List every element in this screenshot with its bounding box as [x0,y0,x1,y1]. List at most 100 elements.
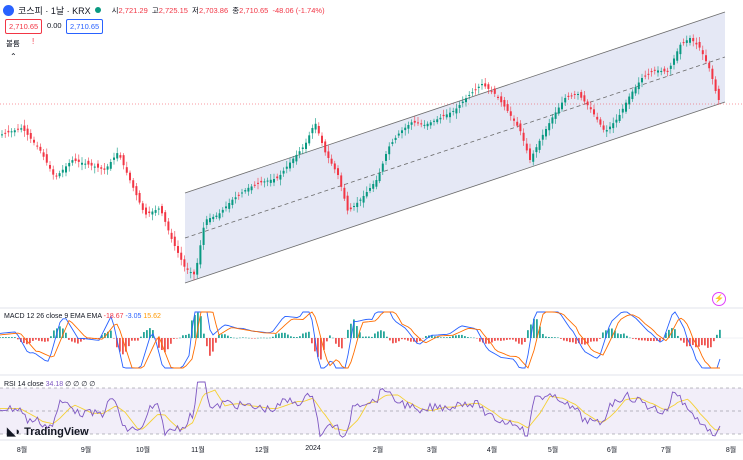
macd-bar [221,334,223,338]
channel-mid-line[interactable] [184,56,726,239]
macd-bar [188,333,190,338]
time-axis-label: 2월 [372,447,384,454]
candle-body [177,246,179,253]
candle-body [138,192,141,203]
candle-body [279,174,282,180]
candle-body [106,166,109,170]
macd-bar [164,338,166,353]
candle-body [359,199,362,201]
macd-bar [587,338,589,344]
candle-body [577,94,579,95]
candle-body [653,69,656,71]
macd-legend[interactable]: MACD 12 26 close 9 EMA EMA -18.67 -3.05 … [4,313,161,320]
macd-bar [710,338,712,348]
macd-bar [236,337,238,339]
macd-bar [206,338,208,347]
candle-body [442,114,445,117]
symbol-title[interactable]: 코스피 · 1날 · KRX [18,5,91,16]
volume-label[interactable]: 볼륨 [6,39,20,48]
candle-body [324,141,327,153]
candle-body [641,78,643,83]
candle-body [612,123,615,129]
candle-body [436,119,439,123]
macd-bar [356,326,358,338]
time-axis[interactable]: 8월 9월 10월 11월 12월 2024 2월 3월 4월 5월 6월 7월 8월 [0,440,743,460]
macd-bar [452,335,454,338]
candle-body [509,111,512,116]
candle-body [493,88,496,94]
time-axis-label: 12월 [254,447,270,454]
macd-bar [668,329,670,338]
macd-bar [626,335,628,338]
channel-upper-line[interactable] [184,11,726,194]
candle-body [129,172,131,181]
macd-bar [686,338,688,347]
macd-bar [548,336,550,338]
candle-body [103,168,106,170]
macd-bar [404,338,406,340]
chevron-up-icon[interactable]: ⌃ [10,52,17,61]
regression-channel-fill[interactable] [185,12,725,283]
candle-body [564,97,567,103]
macd-bar [374,333,376,338]
candle-body [423,124,426,126]
candle-body [701,50,704,55]
macd-bar [698,338,700,347]
candle-body [545,129,547,137]
candle-body [212,216,215,220]
candle-body [541,134,544,140]
candle-body [465,98,467,103]
macd-bar [146,330,148,338]
macd-bar [59,326,61,338]
candle-body [311,127,314,134]
macd-bar [251,338,253,339]
candle-body [244,190,247,192]
macd-bar [455,335,457,338]
macd-bar [602,332,604,338]
candle-body [23,125,26,131]
candle-body [689,38,691,43]
candle-body [391,142,394,144]
macd-bar [713,338,715,342]
candle-body [596,116,599,120]
candle-body [461,101,464,104]
macd-bar [317,338,319,357]
candle-body [305,142,307,149]
macd-bar [224,334,226,338]
candle-body [193,271,195,275]
candle-body [388,146,391,155]
macd-bar [107,331,109,338]
macd-bar [389,338,391,341]
candle-body [125,167,128,173]
candle-body [362,196,365,203]
candle-body [375,180,378,187]
candle-body [241,192,243,194]
buy-price-button[interactable]: 2,710.65 [66,19,104,34]
macd-bar [530,324,532,338]
candle-body [602,125,605,130]
candle-body [116,153,119,159]
macd-bar [242,337,244,338]
time-axis-label: 5월 [547,447,559,454]
warning-icon[interactable]: ! [32,37,35,46]
time-axis-label: 6월 [606,447,618,454]
channel-lower-line[interactable] [184,101,726,284]
macd-bar [536,319,538,338]
macd-bar [65,332,67,338]
macd-bar [518,338,520,344]
candle-body [487,84,490,89]
rsi-legend[interactable]: RSI 14 close 34.18 ∅ ∅ ∅ ∅ [4,381,96,388]
macd-bar [32,338,34,341]
candle-body [452,110,455,112]
candle-body [500,96,503,103]
candle-body [151,211,154,215]
candle-body [589,107,592,110]
macd-bar [545,336,547,338]
candle-body [372,184,375,189]
sell-price-button[interactable]: 2,710.65 [5,19,43,34]
time-axis-label: 9월 [80,447,92,454]
flash-icon[interactable]: ⚡ [712,292,726,306]
candle-body [164,212,167,222]
candle-body [221,209,224,213]
